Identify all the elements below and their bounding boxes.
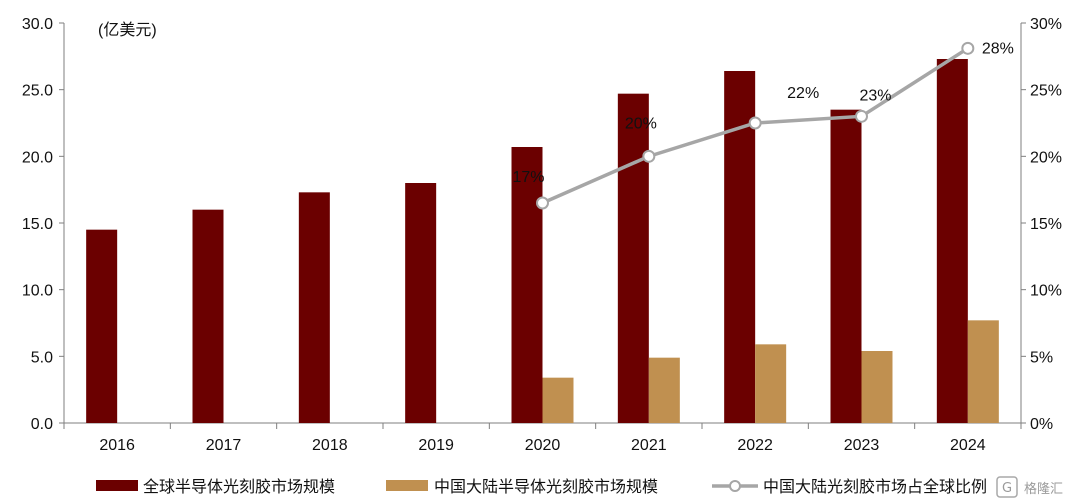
- left-tick-label: 0.0: [31, 416, 53, 433]
- bar-global: [936, 59, 968, 423]
- x-tick-label: 2023: [844, 437, 880, 454]
- y-axis-unit-label: (亿美元): [98, 21, 157, 39]
- ratio-data-label: 17%: [512, 169, 544, 186]
- ratio-data-label: 28%: [982, 40, 1014, 57]
- ratio-line: [536, 41, 975, 210]
- watermark-logo-glyph: G: [1002, 481, 1012, 496]
- x-tick-label: 2019: [418, 437, 454, 454]
- x-tick-label: 2021: [631, 437, 667, 454]
- left-tick-label: 15.0: [22, 216, 53, 233]
- x-tick-label: 2024: [950, 437, 986, 454]
- ratio-data-label: 20%: [625, 115, 657, 132]
- bar-global: [192, 209, 224, 423]
- data-labels: 17% 20% 22% 23% 28%: [512, 40, 1013, 186]
- right-tick-label: 30%: [1030, 16, 1062, 33]
- ratio-data-label: 22%: [787, 85, 819, 102]
- x-tick-label: 2022: [737, 437, 773, 454]
- right-tick-label: 20%: [1030, 149, 1062, 166]
- watermark-logo-icon: [996, 476, 1018, 498]
- left-tick-label: 10.0: [22, 283, 53, 300]
- legend-label-global: 全球半导体光刻胶市场规模: [143, 478, 335, 496]
- left-tick-label: 20.0: [22, 149, 53, 166]
- bar-china: [967, 320, 999, 423]
- x-tick-label: 2017: [206, 437, 242, 454]
- left-tick-label: 5.0: [31, 349, 53, 366]
- bar-china: [648, 357, 680, 423]
- legend: 全球半导体光刻胶市场规模 中国大陆半导体光刻胶市场规模 中国大陆光刻胶市场占全球比例: [96, 478, 987, 496]
- ratio-data-label: 23%: [859, 87, 891, 104]
- legend-label-ratio: 中国大陆光刻胶市场占全球比例: [763, 478, 987, 496]
- legend-marker-ratio: [729, 480, 741, 492]
- bar-global: [86, 229, 118, 423]
- bar-china: [542, 377, 574, 423]
- bar-china: [861, 351, 893, 423]
- legend-swatch-china: [386, 480, 428, 491]
- ratio-point: [855, 109, 868, 123]
- right-tick-label: 0%: [1030, 416, 1053, 433]
- x-tick-label: 2016: [99, 437, 135, 454]
- x-tick-label: 2018: [312, 437, 348, 454]
- bar-global: [830, 109, 862, 424]
- watermark: G 格隆汇: [996, 476, 1063, 498]
- ratio-point: [748, 116, 762, 130]
- x-tick-label: 2020: [525, 437, 561, 454]
- right-tick-label: 15%: [1030, 216, 1062, 233]
- bar-global: [511, 147, 543, 423]
- bar-global: [298, 192, 330, 423]
- right-tick-label: 5%: [1030, 349, 1053, 366]
- bar-china: [755, 344, 787, 423]
- legend-label-china: 中国大陆半导体光刻胶市场规模: [434, 478, 658, 496]
- left-tick-label: 30.0: [22, 16, 53, 33]
- left-tick-label: 25.0: [22, 83, 53, 100]
- watermark-text: 格隆汇: [1024, 481, 1063, 497]
- right-tick-label: 10%: [1030, 283, 1062, 300]
- right-tick-label: 25%: [1030, 83, 1062, 100]
- ratio-point: [642, 149, 656, 163]
- bar-global: [617, 93, 649, 424]
- legend-swatch-global: [96, 480, 138, 491]
- ratio-point: [536, 196, 549, 210]
- ratio-point: [961, 41, 975, 55]
- bar-global: [405, 183, 437, 423]
- axes: 0.0 5.0 10.0 15.0 20.0 25.0 30.0 0% 5% 10% 15% 20% 2…: [22, 16, 1062, 454]
